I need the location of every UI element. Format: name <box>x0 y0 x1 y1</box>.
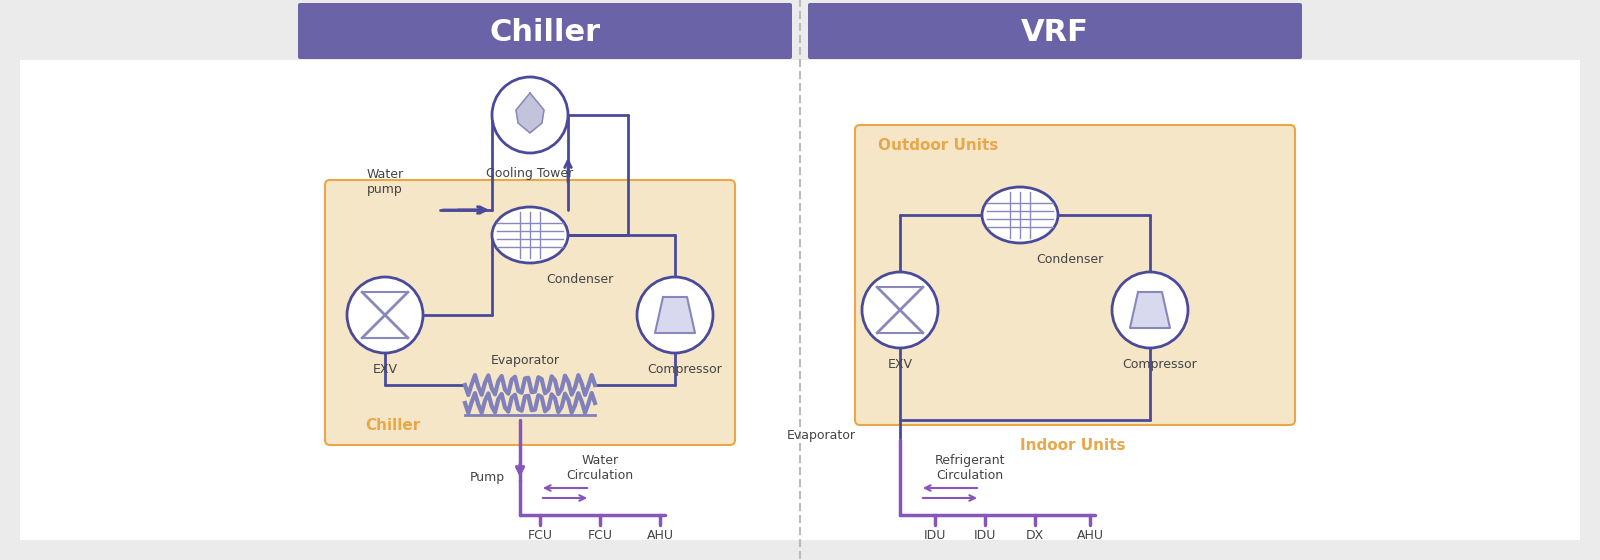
Text: Pump: Pump <box>470 472 506 484</box>
FancyBboxPatch shape <box>325 180 734 445</box>
Text: Water
Circulation: Water Circulation <box>566 454 634 482</box>
Ellipse shape <box>493 207 568 263</box>
Text: Compressor: Compressor <box>648 363 722 376</box>
Text: IDU: IDU <box>974 529 997 542</box>
Polygon shape <box>1130 292 1170 328</box>
Text: AHU: AHU <box>646 529 674 542</box>
Polygon shape <box>654 297 694 333</box>
Text: Refrigerant
Circulation: Refrigerant Circulation <box>934 454 1005 482</box>
Text: Chiller: Chiller <box>490 17 600 46</box>
Circle shape <box>862 272 938 348</box>
Text: EXV: EXV <box>888 358 912 371</box>
FancyBboxPatch shape <box>21 60 1581 540</box>
Polygon shape <box>517 93 544 133</box>
Text: DX: DX <box>1026 529 1045 542</box>
Circle shape <box>637 277 714 353</box>
Text: VRF: VRF <box>1021 17 1090 46</box>
Ellipse shape <box>982 187 1058 243</box>
Circle shape <box>347 277 422 353</box>
Text: Outdoor Units: Outdoor Units <box>878 138 998 153</box>
Circle shape <box>493 77 568 153</box>
Text: Evaporator: Evaporator <box>491 354 560 367</box>
Text: AHU: AHU <box>1077 529 1104 542</box>
Text: EXV: EXV <box>373 363 397 376</box>
Text: Water
pump: Water pump <box>366 168 403 196</box>
Text: FCU: FCU <box>587 529 613 542</box>
Text: IDU: IDU <box>923 529 946 542</box>
FancyBboxPatch shape <box>808 3 1302 59</box>
Text: FCU: FCU <box>528 529 552 542</box>
Text: Compressor: Compressor <box>1123 358 1197 371</box>
Text: Indoor Units: Indoor Units <box>1021 437 1125 452</box>
FancyBboxPatch shape <box>298 3 792 59</box>
Text: Cooling Tower: Cooling Tower <box>486 167 574 180</box>
Text: Chiller: Chiller <box>365 418 421 433</box>
Text: Condenser: Condenser <box>546 273 614 286</box>
FancyBboxPatch shape <box>854 125 1294 425</box>
Text: Evaporator: Evaporator <box>787 428 856 441</box>
Circle shape <box>1112 272 1187 348</box>
Text: Condenser: Condenser <box>1037 253 1104 266</box>
